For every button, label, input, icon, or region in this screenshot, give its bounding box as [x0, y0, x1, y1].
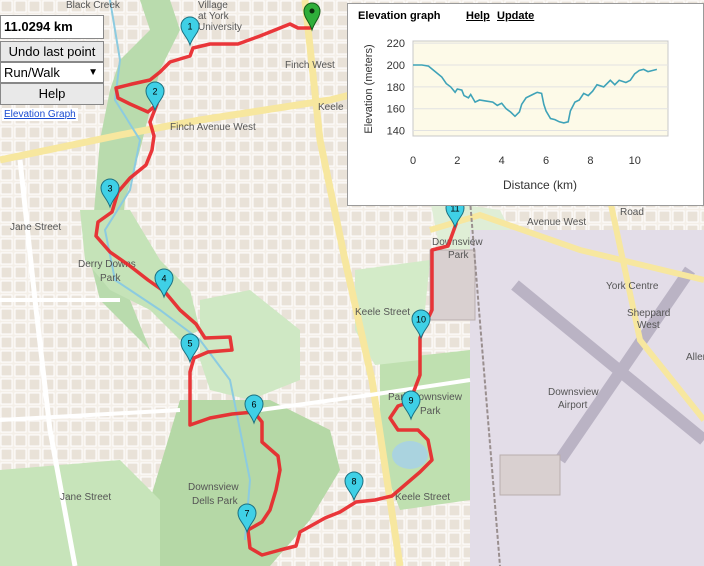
map-label: Jane Street — [60, 492, 111, 503]
route-marker-label: 3 — [107, 184, 112, 194]
distance-readout: 11.0294 km — [0, 15, 104, 39]
route-marker-3[interactable]: 3 — [100, 178, 120, 209]
map-pin-icon — [145, 81, 165, 112]
elevation-panel: Elevation graph Help Update 140 160 180 200… — [347, 3, 704, 206]
chevron-down-icon: ▼ — [88, 67, 98, 78]
route-marker-6[interactable]: 6 — [244, 394, 264, 425]
start-pin-icon — [303, 2, 321, 32]
map-label: Avenue West — [527, 217, 586, 228]
map-label: at York — [198, 11, 230, 22]
route-marker-label: 8 — [351, 477, 356, 487]
map-label: Downsview — [432, 237, 483, 248]
route-marker-4[interactable]: 4 — [154, 268, 174, 299]
map-label: Finch West — [285, 60, 335, 71]
map-label: Black Creek — [66, 0, 121, 11]
map-label: Village — [198, 0, 228, 11]
route-marker-label: 9 — [408, 396, 413, 406]
map-label: Derry Downs — [78, 259, 136, 270]
route-line[interactable] — [94, 22, 458, 557]
map-label: Keele Street — [318, 102, 373, 113]
map-label: Park — [420, 406, 442, 417]
start-pin[interactable] — [303, 2, 321, 32]
route-marker-label: 1 — [187, 22, 192, 32]
chart-x-tick-label: 2 — [454, 155, 460, 167]
map-label: Park Downsview — [388, 392, 463, 403]
route-marker-5[interactable]: 5 — [180, 333, 200, 364]
map-label: York Centre — [606, 281, 659, 292]
map-pin-icon — [154, 268, 174, 299]
chart-y-tick-label: 140 — [387, 126, 405, 138]
chart-y-tick-label: 180 — [387, 82, 405, 94]
elevation-graph-link[interactable]: Elevation Graph — [2, 108, 78, 121]
map-pin-icon — [344, 471, 364, 502]
map-label: Jane Street — [10, 222, 61, 233]
map-label: Road — [620, 207, 644, 218]
map-pin-icon — [180, 16, 200, 47]
route-marker-10[interactable]: 10 — [411, 309, 431, 340]
elevation-help-link[interactable]: Help — [466, 10, 490, 22]
map-pin-icon — [180, 333, 200, 364]
route-marker-2[interactable]: 2 — [145, 81, 165, 112]
chart-x-tick-label: 8 — [587, 155, 593, 167]
chart-y-tick-label: 220 — [387, 38, 405, 50]
route-marker-label: 11 — [450, 204, 459, 214]
map-label: Keele Street — [395, 492, 450, 503]
mode-select-value: Run/Walk — [4, 65, 60, 80]
chart-x-tick-label: 4 — [499, 155, 505, 167]
route-marker-label: 2 — [152, 87, 157, 97]
elevation-chart: 140 160 180 200 220 0 2 4 6 8 10 Distance (km) Ele… — [363, 38, 669, 192]
chart-y-axis-label: Elevation (meters) — [363, 44, 375, 133]
route-marker-7[interactable]: 7 — [237, 503, 257, 534]
map-label: Park — [448, 250, 470, 261]
chart-y-tick-label: 200 — [387, 60, 405, 72]
chart-x-tick-label: 0 — [410, 155, 416, 167]
elevation-update-link[interactable]: Update — [497, 10, 535, 22]
chart-y-tick-label: 160 — [387, 104, 405, 116]
map-pin-icon — [100, 178, 120, 209]
chart-x-tick-label: 10 — [629, 155, 641, 167]
map-pin-icon — [411, 309, 431, 340]
help-button[interactable]: Help — [0, 83, 104, 105]
route-markers[interactable]: 1 2 3 4 5 6 7 8 9 10 11 — [100, 16, 465, 534]
map-pin-icon — [401, 390, 421, 421]
chart-x-axis-label: Distance (km) — [503, 178, 577, 192]
map-label: Finch Avenue West — [170, 122, 256, 133]
start-marker[interactable] — [303, 2, 321, 32]
map-label: Downsview — [548, 387, 599, 398]
map-label: Dells Park — [192, 496, 239, 507]
route-marker-label: 5 — [187, 339, 192, 349]
airport-area — [429, 230, 704, 566]
elevation-panel-title: Elevation graph — [358, 10, 441, 22]
map-label: Airport — [558, 400, 588, 411]
elevation-series-line — [413, 64, 658, 124]
map-label: West — [637, 320, 660, 331]
route-marker-label: 10 — [416, 315, 426, 325]
route-marker-1[interactable]: 1 — [180, 16, 200, 47]
map-label: Downsview — [188, 482, 239, 493]
undo-last-point-button[interactable]: Undo last point — [0, 41, 104, 62]
mode-select[interactable]: Run/Walk ▼ — [0, 62, 104, 83]
map-pin-icon — [237, 503, 257, 534]
start-pin-dot — [309, 8, 315, 14]
route-marker-label: 6 — [251, 400, 256, 410]
map-label: Sheppard — [627, 308, 670, 319]
route-marker-label: 7 — [244, 509, 249, 519]
map-label: University — [198, 22, 242, 33]
map-label: Park — [100, 273, 122, 284]
map-label: Keele Street — [355, 307, 410, 318]
chart-plot-area — [412, 40, 669, 137]
route-marker-label: 4 — [161, 274, 166, 284]
creek — [103, 0, 252, 541]
map-pin-icon — [244, 394, 264, 425]
chart-x-tick-label: 6 — [543, 155, 549, 167]
map-label: Allen — [686, 352, 704, 363]
route-marker-8[interactable]: 8 — [344, 471, 364, 502]
route-marker-9[interactable]: 9 — [401, 390, 421, 421]
